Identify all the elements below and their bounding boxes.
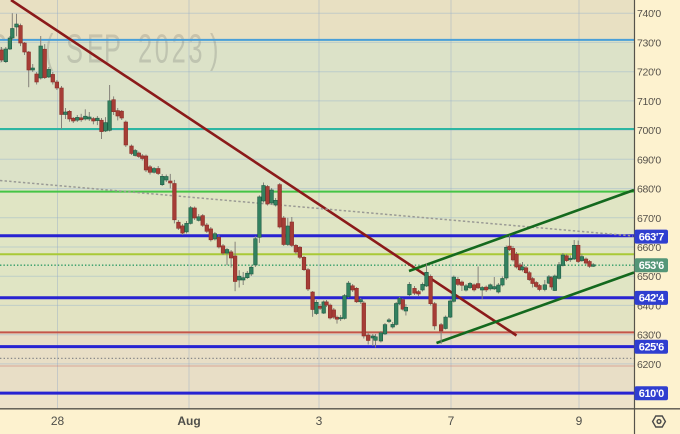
svg-text:7: 7 <box>448 414 455 428</box>
svg-text:): ) <box>210 26 218 72</box>
svg-text:625'6: 625'6 <box>639 342 664 354</box>
svg-text:0: 0 <box>155 26 169 72</box>
svg-text:740'0: 740'0 <box>637 8 661 20</box>
svg-text:710'0: 710'0 <box>637 96 661 108</box>
svg-text:S: S <box>0 26 7 72</box>
svg-text:3: 3 <box>316 414 323 428</box>
svg-text:700'0: 700'0 <box>637 125 661 137</box>
svg-text:S: S <box>66 26 83 72</box>
svg-text:690'0: 690'0 <box>637 154 661 166</box>
svg-text:630'0: 630'0 <box>637 330 661 342</box>
svg-text:653'6: 653'6 <box>639 260 664 272</box>
svg-text:28: 28 <box>51 414 65 428</box>
svg-text:E: E <box>87 26 104 72</box>
svg-text:P: P <box>104 26 121 72</box>
svg-text:2: 2 <box>138 26 152 72</box>
svg-text:610'0: 610'0 <box>639 388 664 400</box>
svg-text:9: 9 <box>576 414 583 428</box>
svg-text:620'0: 620'0 <box>637 359 661 371</box>
svg-text:680'0: 680'0 <box>637 184 661 196</box>
svg-text:670'0: 670'0 <box>637 213 661 225</box>
svg-text:730'0: 730'0 <box>637 37 661 49</box>
svg-text:3: 3 <box>188 26 202 72</box>
svg-text:642'4: 642'4 <box>639 293 665 305</box>
svg-text:660'0: 660'0 <box>637 242 661 254</box>
svg-text:663'7: 663'7 <box>639 231 664 243</box>
svg-text:650'0: 650'0 <box>637 271 661 283</box>
svg-text:2: 2 <box>172 26 186 72</box>
svg-text:Aug: Aug <box>177 414 200 428</box>
svg-text:720'0: 720'0 <box>637 67 661 79</box>
svg-text:(: ( <box>45 26 54 72</box>
